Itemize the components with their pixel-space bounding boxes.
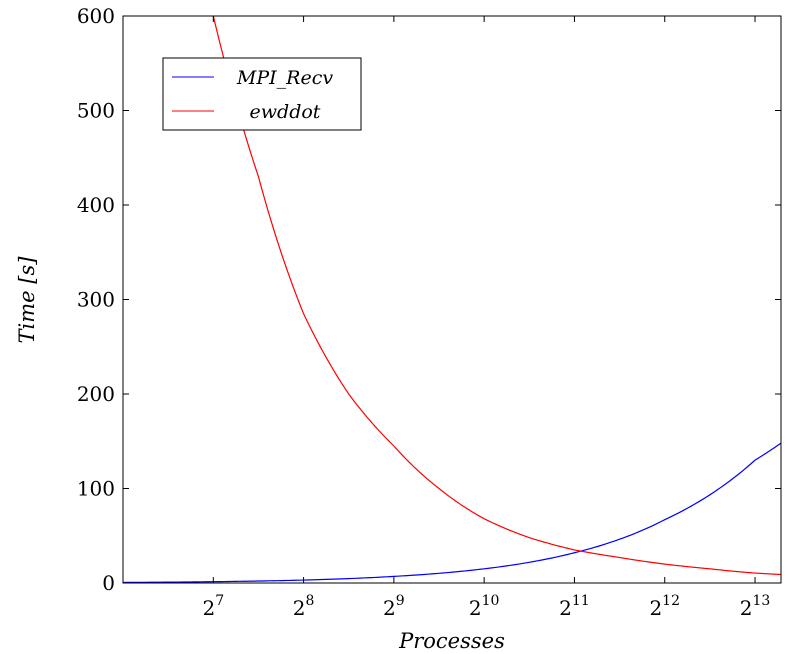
y-tick-label: 200 <box>77 382 115 406</box>
x-tick-label: 211 <box>559 593 590 620</box>
series-line-mpi-recv <box>123 442 781 583</box>
x-tick-label: 212 <box>649 593 680 620</box>
y-axis-title: Time [s] <box>15 256 39 344</box>
x-tick-label: 28 <box>293 593 315 620</box>
y-tick-label: 400 <box>77 193 115 217</box>
y-tick-label: 500 <box>77 99 115 123</box>
y-tick-label: 300 <box>77 288 115 312</box>
y-tick-label: 600 <box>77 4 115 28</box>
series-group <box>123 16 781 583</box>
y-tick-label: 0 <box>102 571 115 595</box>
series-line-ewddot <box>212 16 781 576</box>
y-tick-label: 100 <box>77 477 115 501</box>
x-tick-label: 29 <box>383 593 405 620</box>
x-axis-title: Processes <box>398 629 505 653</box>
ticks-group: 0 100 200 300 400 500 600 27 28 29 210 211 212 213 <box>77 4 781 620</box>
x-tick-label: 210 <box>469 593 500 620</box>
legend-label-ewddot: ewddot <box>250 101 321 123</box>
x-tick-label: 213 <box>740 593 771 620</box>
x-tick-label: 27 <box>202 593 224 620</box>
legend-box <box>162 57 362 131</box>
legend-label-mpi-recv: MPI_Recv <box>236 67 333 89</box>
legend: MPI_Recv ewddot <box>162 57 362 131</box>
